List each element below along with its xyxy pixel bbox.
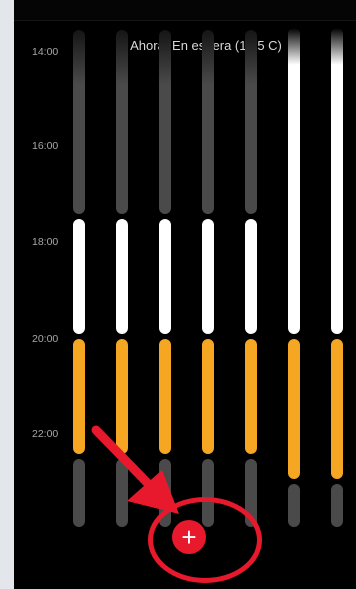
inactive-segment[interactable] bbox=[116, 30, 128, 214]
eco-segment[interactable] bbox=[116, 339, 128, 454]
status-bar bbox=[14, 0, 356, 21]
comfort-segment[interactable] bbox=[202, 219, 214, 334]
inactive-segment[interactable] bbox=[245, 30, 257, 214]
inactive-segment[interactable] bbox=[73, 30, 85, 214]
schedule-screen: Ahora: En espera (17,5 C) 14:00 16:00 18… bbox=[14, 0, 356, 589]
inactive-segment[interactable] bbox=[159, 459, 171, 527]
eco-segment[interactable] bbox=[245, 339, 257, 454]
comfort-segment[interactable] bbox=[73, 219, 85, 334]
plus-icon: + bbox=[181, 522, 197, 552]
eco-segment[interactable] bbox=[288, 339, 300, 479]
day-column-2[interactable] bbox=[116, 0, 128, 589]
comfort-segment[interactable] bbox=[245, 219, 257, 334]
day-column-7[interactable] bbox=[331, 0, 343, 589]
add-schedule-button[interactable]: + bbox=[172, 520, 206, 554]
current-status-label: Ahora: En espera (17,5 C) bbox=[130, 38, 282, 53]
comfort-segment[interactable] bbox=[116, 219, 128, 334]
time-label-20: 20:00 bbox=[32, 333, 59, 345]
eco-segment[interactable] bbox=[331, 339, 343, 479]
annotation-arrow bbox=[91, 425, 179, 514]
day-column-4[interactable] bbox=[202, 0, 214, 589]
inactive-segment[interactable] bbox=[202, 30, 214, 214]
inactive-segment[interactable] bbox=[245, 459, 257, 527]
inactive-segment[interactable] bbox=[202, 459, 214, 527]
comfort-segment[interactable] bbox=[159, 219, 171, 334]
eco-segment[interactable] bbox=[202, 339, 214, 454]
day-column-5[interactable] bbox=[245, 0, 257, 589]
time-label-22: 22:00 bbox=[32, 428, 59, 440]
inactive-segment[interactable] bbox=[331, 484, 343, 527]
time-label-16: 16:00 bbox=[32, 140, 59, 152]
inactive-segment[interactable] bbox=[73, 459, 85, 527]
eco-segment[interactable] bbox=[159, 339, 171, 454]
inactive-segment[interactable] bbox=[288, 484, 300, 527]
inactive-segment[interactable] bbox=[116, 459, 128, 527]
day-column-3[interactable] bbox=[159, 0, 171, 589]
time-label-14: 14:00 bbox=[32, 46, 59, 58]
time-label-18: 18:00 bbox=[32, 236, 59, 248]
comfort-segment[interactable] bbox=[331, 28, 343, 334]
eco-segment[interactable] bbox=[73, 339, 85, 454]
day-column-1[interactable] bbox=[73, 0, 85, 589]
comfort-segment[interactable] bbox=[288, 28, 300, 334]
day-column-6[interactable] bbox=[288, 0, 300, 589]
inactive-segment[interactable] bbox=[159, 30, 171, 214]
